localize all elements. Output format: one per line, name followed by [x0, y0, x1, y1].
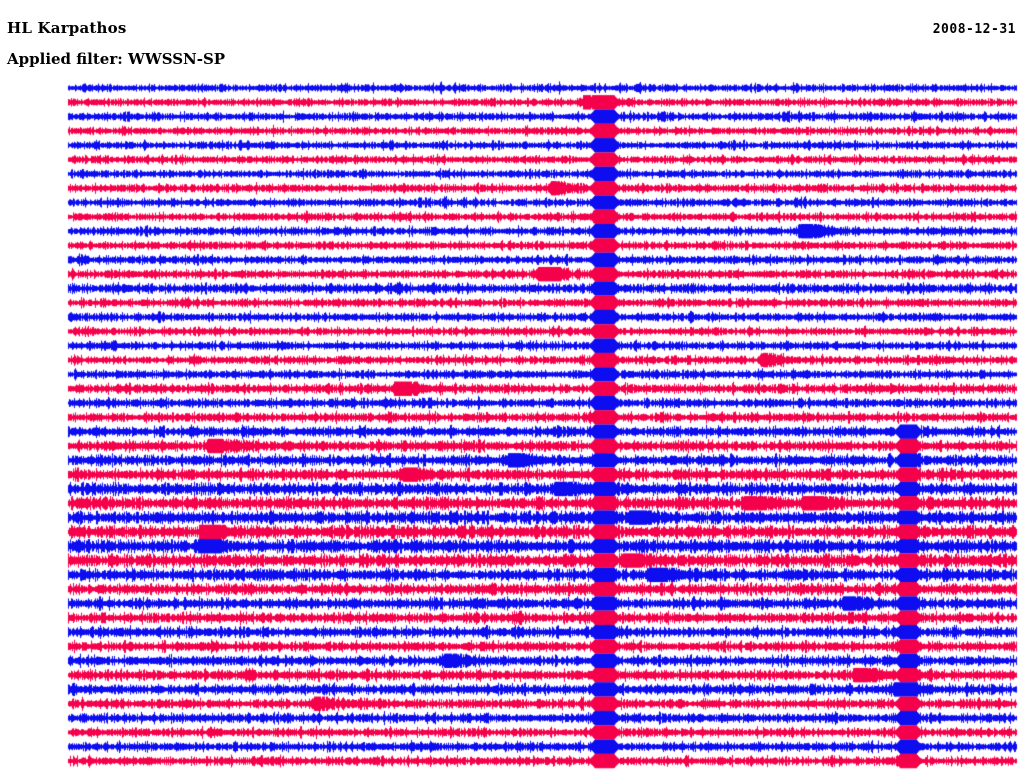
page-title: HL Karpathos [7, 19, 127, 37]
seismogram-plot [0, 80, 1024, 780]
applied-filter-label: Applied filter: WWSSN-SP [7, 50, 226, 68]
seismogram-traces-canvas [0, 80, 1024, 780]
record-date: 2008-12-31 [932, 22, 1016, 37]
